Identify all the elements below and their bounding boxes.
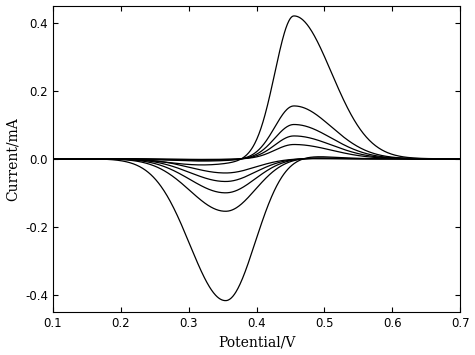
- X-axis label: Potential/V: Potential/V: [218, 335, 295, 349]
- Y-axis label: Current/mA: Current/mA: [6, 117, 19, 201]
